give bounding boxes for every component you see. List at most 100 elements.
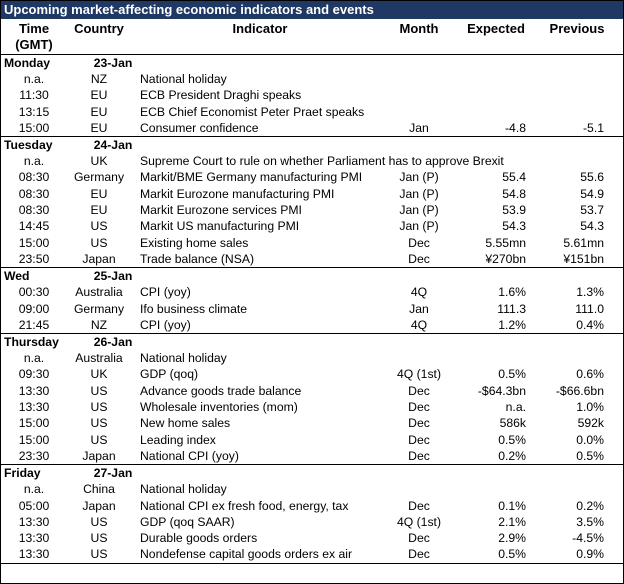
event-expected: 111.3 bbox=[497, 301, 526, 316]
event-month: Jan bbox=[409, 301, 429, 316]
event-indicator: National holiday bbox=[140, 351, 227, 366]
table-row: 13:30 US Wholesale inventories (mom) Dec n.a… bbox=[1, 399, 623, 415]
day-date: 23-Jan bbox=[93, 56, 133, 70]
event-country: Australia bbox=[75, 351, 123, 366]
event-expected: 1.6% bbox=[498, 285, 526, 300]
event-country: US bbox=[90, 547, 108, 562]
event-time: 13:15 bbox=[18, 104, 50, 119]
table-row: 08:30 EU Markit Eurozone manufacturing PMI… bbox=[1, 186, 623, 202]
day-name: Tuesday bbox=[4, 138, 53, 153]
event-previous: 0.0% bbox=[576, 432, 604, 447]
event-previous: 54.3 bbox=[580, 219, 604, 234]
event-country: Australia bbox=[75, 285, 123, 300]
event-expected: 586k bbox=[499, 416, 526, 431]
event-indicator: GDP (qoq) bbox=[140, 367, 199, 382]
event-expected: 53.9 bbox=[502, 203, 526, 218]
event-time: 13:30 bbox=[18, 531, 50, 546]
event-country: Japan bbox=[82, 498, 116, 513]
event-month: Dec bbox=[408, 400, 430, 415]
event-expected: 0.2% bbox=[498, 448, 526, 463]
event-previous: 54.9 bbox=[580, 186, 604, 201]
event-time: 23:30 bbox=[18, 448, 50, 463]
event-country: China bbox=[83, 482, 115, 497]
event-month: Jan (P) bbox=[399, 203, 439, 218]
event-month: 4Q bbox=[410, 317, 428, 332]
day-groups: Monday 23-Jan n.a. NZ National holiday 11:30 E… bbox=[1, 55, 623, 564]
event-indicator: CPI (yoy) bbox=[140, 285, 191, 300]
day-header: Wed 25-Jan bbox=[1, 268, 623, 284]
event-previous: -$66.6bn bbox=[555, 383, 604, 398]
table-row: 05:00 Japan National CPI ex fresh food, en… bbox=[1, 498, 623, 514]
event-indicator: National CPI ex fresh food, energy, tax bbox=[140, 498, 349, 513]
day-header: Thursday 26-Jan bbox=[1, 334, 623, 350]
event-country: Japan bbox=[82, 251, 116, 266]
event-expected: 5.55mn bbox=[485, 235, 526, 250]
table-row: 00:30 Australia CPI (yoy) 4Q 1.6% 1.3% bbox=[1, 284, 623, 300]
event-country: Germany bbox=[73, 170, 125, 185]
event-country: NZ bbox=[90, 72, 108, 86]
table-row: 15:00 US Existing home sales Dec 5.55mn 5.61m… bbox=[1, 235, 623, 251]
event-indicator: Leading index bbox=[140, 432, 216, 447]
event-previous: 0.2% bbox=[576, 498, 604, 513]
table-row: 09:30 UK GDP (qoq) 4Q (1st) 0.5% 0.6% bbox=[1, 366, 623, 382]
day-name: Thursday bbox=[4, 335, 59, 350]
event-previous: 592k bbox=[577, 416, 604, 431]
event-expected: -$64.3bn bbox=[477, 383, 526, 398]
event-time: 15:00 bbox=[18, 416, 50, 431]
day-header: Monday 23-Jan bbox=[1, 55, 623, 71]
event-country: US bbox=[90, 531, 108, 546]
table-row: 11:30 EU ECB President Draghi speaks bbox=[1, 87, 623, 103]
event-country: EU bbox=[90, 88, 108, 103]
table-title: Upcoming market-affecting economic indic… bbox=[1, 1, 623, 19]
day-name: Friday bbox=[4, 466, 41, 481]
event-indicator: Wholesale inventories (mom) bbox=[140, 400, 298, 415]
event-previous: 111.0 bbox=[575, 301, 604, 316]
event-month: 4Q (1st) bbox=[396, 514, 442, 529]
event-time: n.a. bbox=[23, 72, 45, 86]
event-previous: 1.3% bbox=[576, 285, 604, 300]
event-month: 4Q (1st) bbox=[396, 367, 442, 382]
event-previous: 0.4% bbox=[576, 317, 604, 332]
table-row: 13:30 US GDP (qoq SAAR) 4Q (1st) 2.1% 3.5% bbox=[1, 514, 623, 530]
event-indicator: Markit Eurozone services PMI bbox=[140, 203, 302, 218]
event-time: 13:30 bbox=[18, 547, 50, 562]
event-expected: 2.9% bbox=[498, 531, 526, 546]
event-month: Dec bbox=[408, 251, 430, 266]
event-country: US bbox=[90, 383, 108, 398]
day-group: Thursday 26-Jan n.a. Australia National holi… bbox=[1, 334, 623, 466]
column-header-previous: Previous bbox=[549, 21, 605, 36]
event-time: 13:30 bbox=[18, 383, 50, 398]
event-previous: 53.7 bbox=[580, 203, 604, 218]
event-indicator: Existing home sales bbox=[140, 235, 249, 250]
day-date: 26-Jan bbox=[93, 335, 133, 350]
day-group: Monday 23-Jan n.a. NZ National holiday 11:30 E… bbox=[1, 55, 623, 138]
event-previous: 5.61mn bbox=[563, 235, 604, 250]
event-previous: 1.0% bbox=[576, 400, 604, 415]
event-month: Dec bbox=[408, 235, 430, 250]
event-expected: 0.1% bbox=[498, 498, 526, 513]
event-expected: 54.3 bbox=[502, 219, 526, 234]
table-row: 21:45 NZ CPI (yoy) 4Q 1.2% 0.4% bbox=[1, 317, 623, 333]
table-row: 13:30 US Nondefense capital goods orders e… bbox=[1, 546, 623, 562]
column-header-time: Time bbox=[18, 21, 50, 36]
event-expected: 54.8 bbox=[502, 186, 526, 201]
column-header-country: Country bbox=[74, 21, 124, 36]
event-indicator: Nondefense capital goods orders ex air bbox=[140, 547, 353, 562]
event-time: 23:50 bbox=[18, 251, 50, 266]
event-indicator: ECB Chief Economist Peter Praet speaks bbox=[140, 104, 365, 119]
event-time: n.a. bbox=[23, 154, 45, 169]
table-row: n.a. NZ National holiday bbox=[1, 71, 623, 87]
event-indicator: Markit/BME Germany manufacturing PMI bbox=[140, 170, 363, 185]
event-month: Jan (P) bbox=[399, 219, 439, 234]
event-time: n.a. bbox=[23, 482, 45, 497]
day-date: 24-Jan bbox=[93, 138, 133, 153]
event-indicator: Consumer confidence bbox=[140, 120, 259, 135]
event-month: Dec bbox=[408, 531, 430, 546]
table-row: 13:15 EU ECB Chief Economist Peter Praet s… bbox=[1, 104, 623, 120]
event-month: Dec bbox=[408, 432, 430, 447]
event-previous: 3.5% bbox=[576, 514, 604, 529]
event-indicator: Advance goods trade balance bbox=[140, 383, 302, 398]
event-indicator: National holiday bbox=[140, 72, 227, 86]
event-time: 13:30 bbox=[18, 400, 50, 415]
event-time: 08:30 bbox=[18, 186, 50, 201]
